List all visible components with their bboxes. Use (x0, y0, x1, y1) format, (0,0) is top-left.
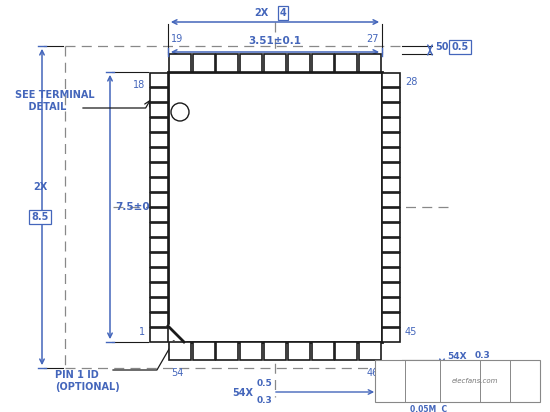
Bar (336, 54, 358, 72)
Bar (150, 178, 168, 192)
Bar (288, 342, 310, 360)
Bar (288, 54, 310, 72)
Bar (150, 133, 168, 147)
Bar (382, 312, 400, 326)
Text: 3.51±0.1: 3.51±0.1 (249, 36, 301, 46)
Bar (336, 342, 358, 360)
Text: 28: 28 (405, 77, 417, 87)
Bar (150, 73, 168, 87)
Bar (150, 117, 168, 131)
Bar (382, 178, 400, 192)
Bar (382, 208, 400, 222)
Bar (311, 342, 333, 360)
Bar (150, 87, 168, 101)
Text: SEE TERMINAL
    DETAIL: SEE TERMINAL DETAIL (15, 90, 95, 112)
Text: 0.5: 0.5 (257, 379, 273, 388)
Text: 0.3: 0.3 (475, 351, 491, 360)
Bar (150, 222, 168, 236)
Bar (150, 162, 168, 176)
Text: 1: 1 (139, 327, 145, 337)
Text: 0.3: 0.3 (257, 396, 273, 405)
Bar (240, 54, 262, 72)
Bar (150, 267, 168, 281)
Bar (359, 342, 381, 360)
Text: 45: 45 (405, 327, 417, 337)
Text: 18: 18 (133, 80, 145, 90)
Bar (382, 87, 400, 101)
Bar (382, 162, 400, 176)
Bar (150, 253, 168, 267)
Text: 2X: 2X (254, 8, 268, 18)
Text: 2X: 2X (33, 182, 47, 192)
Text: 0.5: 0.5 (452, 42, 469, 52)
Text: 54X: 54X (232, 388, 253, 398)
Bar (311, 54, 333, 72)
Bar (382, 237, 400, 251)
Bar (359, 54, 381, 72)
Text: elecfans.com: elecfans.com (452, 378, 498, 384)
Bar (240, 342, 262, 360)
Bar (382, 192, 400, 206)
Bar (382, 283, 400, 297)
Bar (382, 117, 400, 131)
Bar (264, 342, 286, 360)
Bar (150, 237, 168, 251)
Text: PIN 1 ID
(OPTIONAL): PIN 1 ID (OPTIONAL) (55, 370, 120, 391)
Bar (382, 147, 400, 162)
Bar (382, 103, 400, 117)
Text: 27: 27 (366, 34, 379, 44)
Bar (150, 103, 168, 117)
Bar (169, 54, 191, 72)
Text: 50X: 50X (435, 42, 456, 52)
Bar (150, 283, 168, 297)
Bar (382, 328, 400, 342)
Bar (168, 72, 382, 342)
Bar (382, 297, 400, 311)
Bar (382, 222, 400, 236)
Bar (192, 342, 215, 360)
Bar (264, 54, 286, 72)
Bar (217, 54, 239, 72)
Text: 4: 4 (279, 8, 287, 18)
Text: 54: 54 (171, 368, 183, 378)
Text: 7.5±0.1: 7.5±0.1 (115, 202, 161, 212)
Bar (217, 342, 239, 360)
Bar (150, 297, 168, 311)
Text: 0.2: 0.2 (475, 367, 491, 376)
Bar (169, 342, 191, 360)
Bar (150, 147, 168, 162)
Text: 46: 46 (367, 368, 379, 378)
Bar (375, 360, 540, 402)
Bar (382, 253, 400, 267)
Bar (150, 192, 168, 206)
Bar (382, 73, 400, 87)
Bar (192, 54, 215, 72)
Text: 0.05M  C: 0.05M C (410, 405, 447, 412)
Bar (150, 208, 168, 222)
Text: 19: 19 (171, 34, 183, 44)
Text: 8.5: 8.5 (31, 212, 49, 222)
Bar (150, 312, 168, 326)
Bar (150, 328, 168, 342)
Text: 54X: 54X (447, 352, 466, 361)
Bar (382, 267, 400, 281)
Bar (382, 133, 400, 147)
